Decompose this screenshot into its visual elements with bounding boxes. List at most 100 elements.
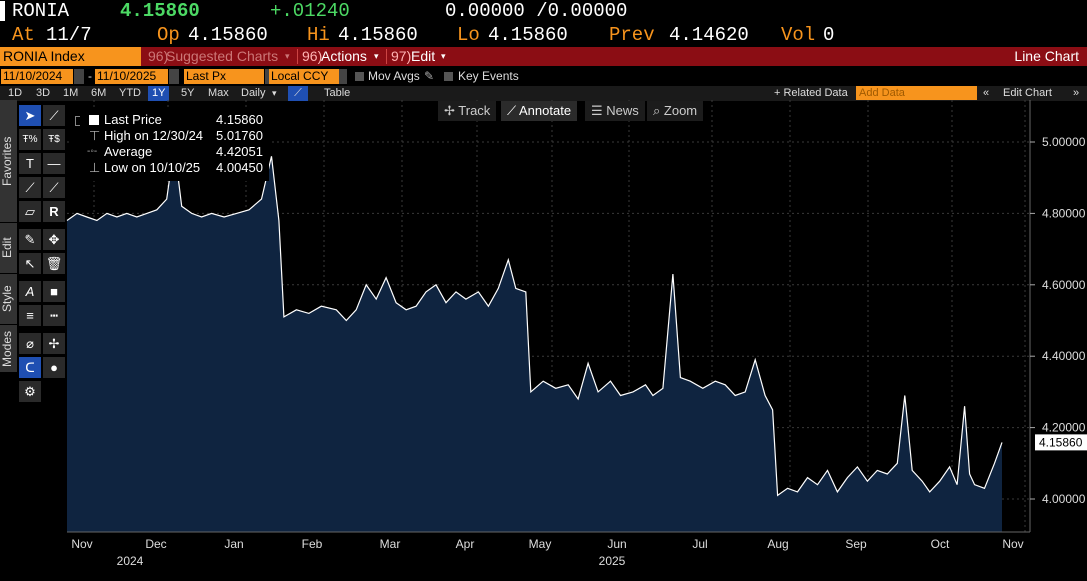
horizontal-line-icon[interactable]: —: [43, 153, 65, 174]
suggested-charts-button[interactable]: Suggested Charts: [166, 48, 279, 64]
pen-icon[interactable]: ✎: [19, 229, 41, 250]
pencil-icon[interactable]: ✎: [424, 69, 435, 83]
legend-last-label: Last Price: [104, 112, 162, 127]
line-weight-icon[interactable]: ≡: [19, 305, 41, 326]
last-value-label: 4.15860: [1039, 435, 1083, 449]
prev-value: 4.14620: [669, 24, 749, 46]
color-fill-icon[interactable]: ■: [43, 281, 65, 302]
year-label: 2024: [117, 554, 144, 568]
price-change: +.01240: [270, 0, 350, 22]
security-field[interactable]: RONIA Index: [0, 47, 141, 66]
start-date-field[interactable]: 11/10/2024: [1, 69, 73, 84]
y-tick-label: 5.00000: [1042, 135, 1086, 149]
vol-value: 0: [823, 24, 835, 46]
dollar-tool-icon[interactable]: Ŧ$: [43, 129, 65, 150]
period-1d[interactable]: 1D: [8, 87, 23, 99]
line-chart-icon[interactable]: ⟋: [288, 86, 308, 101]
legend-low-label: Low on 10/10/25: [104, 160, 201, 175]
legend-high-value: 5.01760: [216, 128, 263, 143]
settings-gear-icon[interactable]: ⚙: [19, 381, 41, 402]
end-date-calendar-icon[interactable]: [169, 69, 179, 84]
bid-ask: 0.00000 /0.00000: [445, 0, 628, 22]
news-button[interactable]: ☰ News: [585, 101, 645, 121]
period-6m[interactable]: 6M: [91, 87, 107, 99]
x-tick-label: Aug: [767, 537, 788, 551]
channel-icon[interactable]: ▱: [19, 201, 41, 222]
legend-last-value: 4.15860: [216, 112, 263, 127]
period-3d[interactable]: 3D: [36, 87, 51, 99]
text-tool-icon[interactable]: T: [19, 153, 41, 174]
edit-chart-button[interactable]: Edit Chart: [1003, 87, 1052, 99]
key-events-checkbox[interactable]: [444, 72, 453, 81]
low-label: Lo: [457, 24, 480, 46]
x-tick-label: May: [529, 537, 552, 551]
multi-color-icon[interactable]: ●: [43, 357, 65, 378]
related-data-button[interactable]: + Related Data: [774, 87, 848, 99]
price-chart[interactable]: 4.00000 4.20000 4.40000 4.60000 4.80000 5.000…: [0, 100, 1087, 581]
actions-button[interactable]: Actions: [321, 48, 367, 64]
date-row: 11/10/2024 - 11/10/2025 Last Px Local CC…: [0, 68, 1087, 86]
pointer-icon[interactable]: ➤: [19, 105, 41, 126]
expand-icon[interactable]: »: [1073, 87, 1080, 99]
function-bar: RONIA Index 96) Suggested Charts ▾ 96) A…: [0, 47, 1087, 66]
snap-mode-icon[interactable]: ᑕ: [19, 357, 41, 378]
news-label: News: [606, 103, 639, 118]
x-tick-label: Mar: [380, 537, 401, 551]
period-max[interactable]: Max: [208, 87, 229, 99]
line-draw-icon[interactable]: ⟋: [43, 105, 65, 126]
period-ytd[interactable]: YTD: [119, 87, 141, 99]
suggested-charts-prefix: 96): [148, 48, 169, 64]
y-axis: 4.00000 4.20000 4.40000 4.60000 4.80000 5.000…: [1029, 100, 1086, 532]
edit-chevron-icon: ▾: [441, 51, 446, 61]
x-tick-label: Sep: [845, 537, 867, 551]
quote-header: RONIA 4.15860 +.01240 0.00000 /0.00000: [0, 0, 1087, 22]
x-tick-label: Apr: [456, 537, 475, 551]
start-date-calendar-icon[interactable]: [74, 69, 84, 84]
x-tick-label: Oct: [931, 537, 950, 551]
y-tick-label: 4.80000: [1042, 206, 1086, 220]
period-5y[interactable]: 5Y: [181, 87, 195, 99]
track-button[interactable]: ✢ Track: [438, 101, 497, 121]
move-icon[interactable]: ✥: [43, 229, 65, 250]
ticker[interactable]: RONIA: [12, 0, 70, 22]
currency-dropdown-icon[interactable]: [339, 69, 347, 84]
trash-icon[interactable]: 🗑: [43, 253, 65, 274]
edit-button[interactable]: Edit: [411, 48, 436, 64]
x-tick-label: Jun: [607, 537, 626, 551]
add-data-input[interactable]: Add Data: [856, 86, 977, 100]
price-line: [66, 145, 1003, 497]
field-selector[interactable]: Last Px: [184, 69, 264, 84]
average-marker-icon: -◦-: [87, 146, 98, 157]
period-1y[interactable]: 1Y: [148, 86, 170, 101]
end-date-field[interactable]: 11/10/2025: [95, 69, 168, 84]
x-tick-label: Jul: [692, 537, 707, 551]
edit-prefix: 97): [391, 48, 412, 64]
ray-line-icon[interactable]: ⟋: [43, 177, 65, 198]
table-button[interactable]: Table: [324, 87, 351, 99]
key-events-label: Key Events: [458, 69, 519, 83]
annotate-button[interactable]: ⟋ Annotate: [501, 101, 578, 121]
currency-selector[interactable]: Local CCY: [269, 69, 339, 84]
cursor-plus-icon[interactable]: ↖: [19, 253, 41, 274]
divider: [297, 49, 298, 64]
zoom-button[interactable]: ⌕ Zoom: [647, 101, 704, 121]
date-dash: -: [88, 69, 92, 83]
magic-icon[interactable]: ✢: [43, 333, 65, 354]
actions-chevron-icon: ▾: [374, 51, 379, 61]
y-tick-label: 4.40000: [1042, 349, 1086, 363]
frequency-selector[interactable]: Daily: [241, 87, 266, 99]
trend-line-icon[interactable]: ⟋: [19, 177, 41, 198]
chart-type-title: Line Chart: [1014, 48, 1079, 64]
legend-swatch[interactable]: [89, 115, 99, 125]
line-style-icon[interactable]: ┅: [43, 305, 65, 326]
percent-tool-icon[interactable]: Ŧ%: [19, 129, 41, 150]
mov-avgs-checkbox[interactable]: [355, 72, 364, 81]
at-label: At: [12, 24, 35, 46]
collapse-icon[interactable]: «: [983, 87, 990, 99]
x-tick-label: Nov: [71, 537, 92, 551]
regression-icon[interactable]: R: [43, 201, 65, 222]
x-tick-label: Feb: [302, 537, 323, 551]
font-style-icon[interactable]: A: [19, 281, 41, 302]
period-1m[interactable]: 1M: [63, 87, 79, 99]
eraser-icon[interactable]: ⌀: [19, 333, 41, 354]
